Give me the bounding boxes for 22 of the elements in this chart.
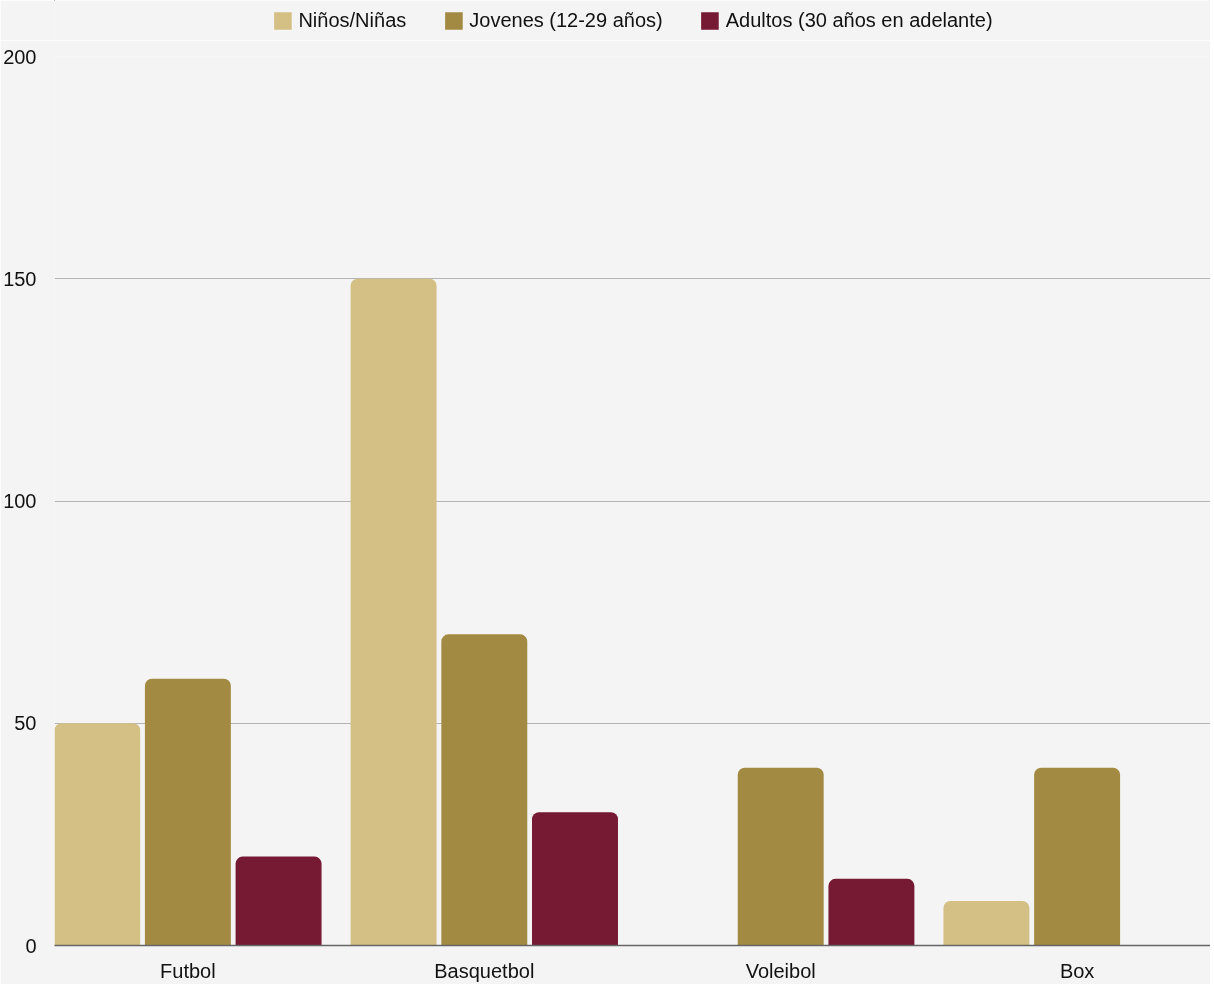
legend-label: Adultos (30 años en adelante): [725, 8, 993, 32]
bar: [1034, 767, 1121, 946]
legend-label: Niños/Niñas: [298, 8, 407, 32]
bar: [235, 856, 322, 946]
x-tick-label: Basquetbol: [434, 959, 535, 982]
bar: [532, 812, 618, 946]
legend-label: Jovenes (12-29 años): [469, 8, 663, 32]
y-tick-label: 100: [3, 490, 37, 512]
y-tick-label: 0: [25, 934, 37, 957]
y-tick-label: 150: [3, 267, 37, 290]
bar: [828, 878, 915, 946]
y-tick-label: 200: [3, 45, 37, 68]
bar: [54, 723, 141, 946]
bar: [144, 678, 231, 946]
bar: [350, 278, 437, 946]
y-tick-label: 50: [14, 712, 37, 735]
bar: [737, 767, 824, 946]
bar: [943, 901, 1030, 946]
x-tick-label: Futbol: [160, 959, 216, 982]
x-tick-label: Voleibol: [745, 959, 816, 982]
x-tick-label: Box: [1059, 959, 1095, 982]
bar: [441, 634, 528, 946]
